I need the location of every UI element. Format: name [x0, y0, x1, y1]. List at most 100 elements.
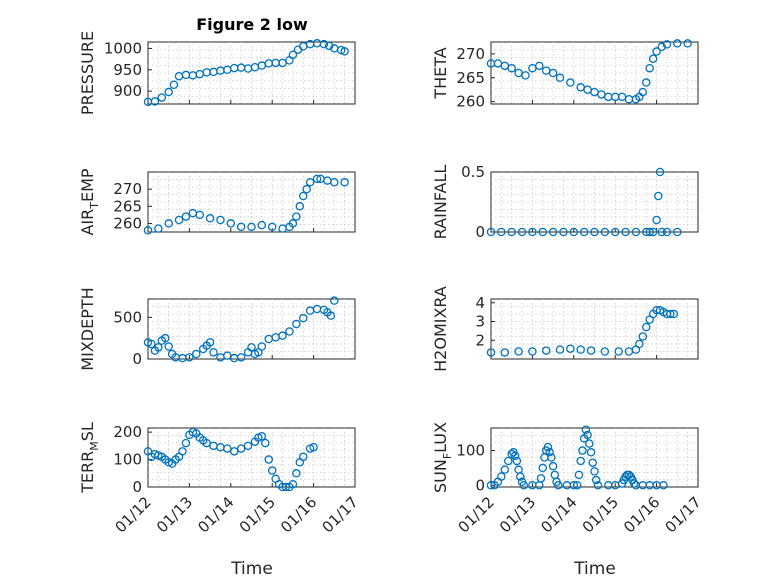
data-point [160, 333, 170, 343]
data-point [645, 63, 654, 73]
data-point [662, 227, 672, 237]
subplot-terr-msl: 0 100 200 TERRMSL 01/1201/1301/1401/1501/160… [78, 422, 362, 536]
data-point [209, 348, 218, 357]
data-point [541, 346, 551, 355]
data-point [340, 178, 349, 187]
data-point [324, 41, 334, 51]
y-tick-label: 1000 [104, 39, 142, 57]
y-tick-label: 265 [456, 69, 485, 87]
y-tick-label: 4 [475, 294, 485, 312]
data-point [223, 444, 232, 453]
x-axis-label-left: Time [230, 559, 273, 579]
data-point [236, 222, 246, 232]
subplot-theta: 260 265 270 THETA [431, 39, 699, 111]
data-point [576, 345, 585, 354]
data-point [181, 438, 191, 448]
data-point [548, 227, 558, 237]
y-tick-label: 270 [113, 180, 142, 198]
data-point [267, 466, 277, 475]
x-tick-label: 01/13 [496, 493, 539, 536]
subplot-mixdepth: 0 500 MIXDEPTH [78, 287, 356, 371]
data-point [497, 227, 506, 237]
data-point [319, 39, 329, 49]
subplot-sun-flux: 0 100SUNFLUX01/1201/1301/1401/1501/1601/1… [431, 422, 705, 536]
data-point [588, 458, 598, 467]
data-point [645, 227, 654, 237]
data-point [497, 472, 506, 481]
subplot-rainfall: 0 0.5 RAINFALL [431, 163, 699, 241]
data-point [236, 444, 246, 453]
y-axis-label: AIRTEMP [78, 168, 101, 235]
x-tick-label: 01/12 [455, 493, 498, 536]
data-point [192, 349, 201, 359]
data-point [669, 309, 679, 319]
data-point [652, 47, 661, 56]
x-tick-label: 01/15 [579, 493, 622, 536]
data-point [292, 212, 301, 221]
data-point [164, 219, 173, 228]
x-tick-label: 01/13 [153, 493, 196, 536]
data-point [330, 178, 339, 187]
data-point [648, 227, 658, 237]
y-tick-label: 2 [475, 331, 485, 349]
data-point [600, 347, 610, 356]
data-point [507, 63, 516, 73]
data-point [610, 227, 620, 237]
data-point [538, 227, 548, 237]
y-axis-label: TERRMSL [78, 422, 101, 494]
x-tick-label: 01/17 [662, 493, 705, 536]
data-point [512, 456, 522, 466]
y-axis-label: PRESSURE [78, 31, 97, 115]
data-point [621, 227, 630, 237]
data-point [500, 348, 510, 357]
data-point [312, 174, 322, 184]
data-point [247, 222, 256, 232]
data-point [528, 227, 537, 237]
x-tick-label: 01/14 [537, 493, 580, 536]
data-point [657, 227, 667, 237]
data-point [486, 481, 496, 490]
y-tick-label: 900 [113, 82, 142, 100]
data-point [154, 224, 163, 233]
data-point [216, 215, 225, 225]
y-tick-label: 0.5 [461, 163, 485, 181]
data-point [545, 448, 554, 457]
data-point [547, 453, 556, 462]
data-point [257, 431, 267, 441]
y-tick-label: 0 [132, 350, 142, 368]
data-point [591, 475, 601, 485]
y-tick-label: 100 [456, 442, 485, 460]
data-point [298, 191, 308, 201]
data-point [486, 227, 496, 237]
data-point [295, 202, 305, 211]
data-point [535, 61, 544, 71]
data-point [673, 227, 682, 237]
x-tick-label: 01/16 [277, 493, 320, 536]
x-tick-label: 01/16 [620, 493, 663, 536]
x-tick-label: 01/15 [236, 493, 279, 536]
data-point [236, 353, 246, 362]
data-point [205, 338, 215, 347]
y-tick-label: 200 [113, 423, 142, 441]
data-point [340, 47, 349, 56]
data-point [264, 455, 273, 464]
data-point [507, 227, 516, 237]
y-tick-label: 260 [456, 93, 485, 111]
data-point [528, 347, 537, 356]
data-point [657, 42, 667, 52]
x-tick-label: 01/12 [112, 493, 155, 536]
data-point [298, 313, 308, 323]
y-axis-label: MIXDEPTH [78, 287, 97, 370]
data-point [638, 332, 648, 341]
data-point [629, 479, 639, 488]
data-point [257, 220, 267, 230]
data-point [642, 78, 651, 87]
data-point [586, 346, 596, 355]
data-point [278, 331, 287, 340]
x-tick-label: 01/14 [194, 493, 237, 536]
data-point [164, 87, 173, 97]
data-point [655, 167, 665, 177]
subplot-pressure: 900 950 1000 PRESSURE [78, 31, 356, 115]
data-point [143, 226, 153, 235]
data-point [576, 456, 585, 466]
